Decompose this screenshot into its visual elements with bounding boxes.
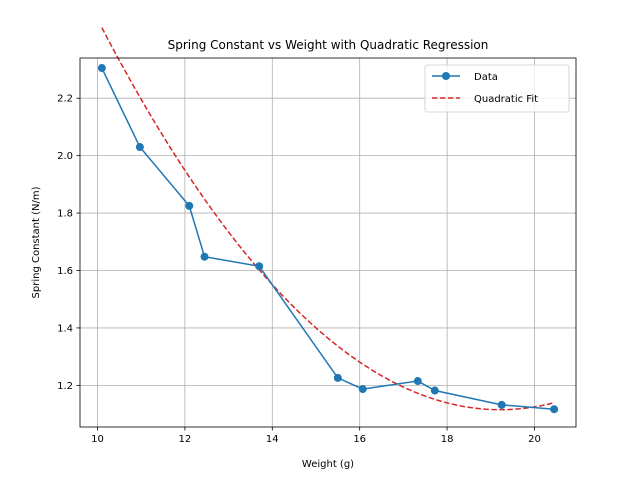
chart-title: Spring Constant vs Weight with Quadratic…: [168, 38, 489, 52]
data-point: [333, 373, 342, 382]
y-tick-label: 1.2: [57, 381, 73, 392]
data-point: [200, 252, 209, 261]
x-tick-label: 10: [91, 434, 104, 445]
series-layer: [97, 27, 559, 414]
data-point: [430, 386, 439, 395]
data-point: [135, 143, 144, 152]
x-tick-label: 12: [179, 434, 192, 445]
y-tick-label: 1.6: [57, 266, 73, 277]
y-tick-label: 2.0: [57, 151, 73, 162]
legend-data-label: Data: [474, 72, 498, 83]
x-tick-label: 14: [266, 434, 279, 445]
plot-frame: [79, 57, 577, 428]
y-tick-label: 1.8: [57, 209, 73, 220]
quadratic-fit-line: [101, 27, 555, 411]
x-axis-label: Weight (g): [302, 459, 354, 470]
grid: [80, 58, 576, 427]
legend: Data Quadratic Fit: [424, 64, 570, 113]
x-tick-label: 16: [353, 434, 366, 445]
legend-box: [424, 64, 570, 113]
legend-fit-label: Quadratic Fit: [474, 94, 538, 105]
ticks: 10 12 14 16 18 20 1.2 1.4 1.6 1.8 2.0 2.2: [57, 94, 541, 445]
data-point: [413, 377, 422, 386]
x-tick-label: 20: [528, 434, 541, 445]
data-point: [497, 400, 506, 409]
data-point: [358, 385, 367, 394]
data-point: [255, 262, 264, 271]
y-axis-label: Spring Constant (N/m): [31, 186, 42, 298]
data-point: [550, 405, 559, 414]
x-tick-label: 18: [441, 434, 454, 445]
data-point: [97, 64, 106, 73]
legend-data-marker: [442, 72, 450, 80]
y-tick-label: 2.2: [57, 94, 73, 105]
y-tick-label: 1.4: [57, 323, 73, 334]
data-point: [185, 201, 194, 210]
